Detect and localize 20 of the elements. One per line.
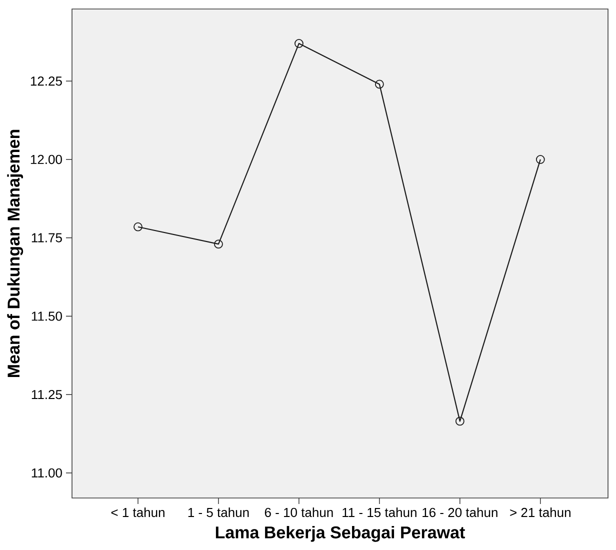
- point: [134, 222, 142, 232]
- x-tick-label: 11 - 15 tahun: [342, 508, 416, 518]
- point: [294, 39, 304, 48]
- x-tick-label: > 21 tahun: [510, 508, 570, 518]
- y-tick-label: 11.00: [32, 468, 62, 478]
- y-tick-label: 12.00: [30, 154, 62, 164]
- x-tick-label: 6 - 10 tahun: [264, 508, 333, 518]
- x-tick-label: < 1 tahun: [111, 508, 164, 518]
- y-tick-label: 11.25: [32, 390, 62, 400]
- point: [214, 240, 223, 249]
- x-tick-label: 16 - 20 tahun: [422, 508, 498, 518]
- y-tick-label: 12.25: [30, 76, 62, 86]
- x-axis-title: Lama Bekerja Sebagai Perawat: [216, 526, 465, 542]
- point: [455, 416, 464, 426]
- y-tick-label: 11.75: [32, 233, 62, 242]
- point: [374, 80, 384, 89]
- y-tick-label: 11.50: [32, 312, 62, 321]
- y-axis-title: Mean of Dukungan Manajemen: [7, 130, 24, 378]
- x-tick-label: 1 - 5 tahun: [188, 508, 249, 518]
- point: [536, 155, 545, 164]
